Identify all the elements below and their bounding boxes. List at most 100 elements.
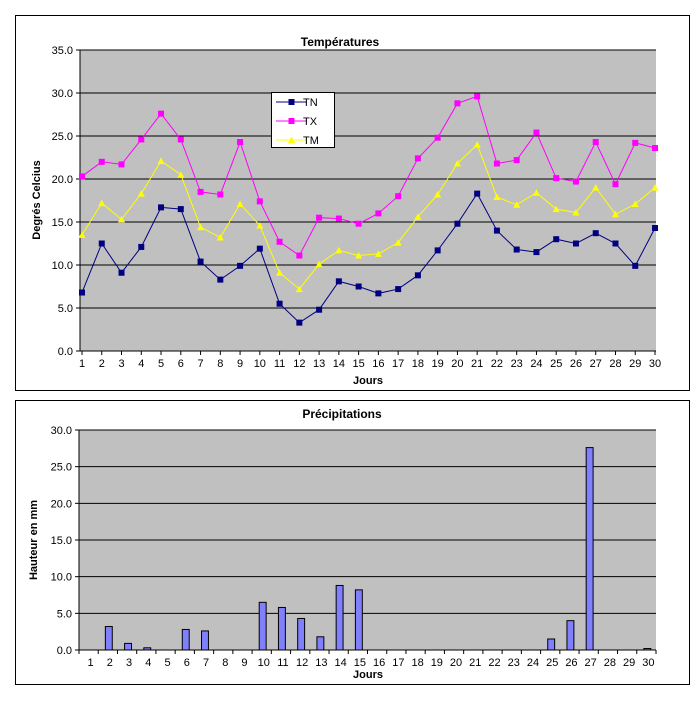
y-tick-label: 35.0 (52, 45, 73, 57)
x-tick-label: 18 (412, 358, 424, 370)
data-point (355, 220, 362, 227)
series-tx (79, 93, 658, 259)
data-point (454, 100, 461, 107)
bar-day-10 (258, 601, 267, 651)
data-point (256, 245, 263, 252)
data-point (374, 250, 382, 257)
x-tick-label: 5 (158, 358, 164, 370)
data-point (513, 246, 520, 253)
x-tick-label: 26 (565, 657, 577, 669)
data-point (355, 252, 363, 259)
data-point (315, 260, 323, 268)
data-point (276, 300, 283, 307)
x-tick-label: 13 (313, 358, 325, 370)
data-point (355, 283, 362, 290)
x-tick-label: 22 (491, 358, 503, 370)
data-point (553, 175, 560, 182)
bar-day-30 (643, 648, 652, 651)
data-point (316, 214, 323, 221)
bar-day-3 (124, 642, 133, 651)
data-point (533, 129, 540, 136)
x-tick-label: 3 (118, 358, 124, 370)
data-point (276, 269, 284, 276)
data-point (394, 239, 402, 246)
x-tick-label: 16 (372, 358, 384, 370)
data-point (157, 157, 165, 164)
data-point (592, 230, 599, 237)
bar-day-14 (335, 584, 344, 651)
x-tick-label: 24 (527, 657, 539, 669)
data-point (197, 258, 204, 265)
data-point (295, 285, 303, 293)
data-point (237, 262, 244, 269)
x-tick-label: 8 (217, 358, 223, 370)
y-tick-label: 0.0 (58, 346, 73, 358)
data-point (434, 190, 442, 198)
data-point (631, 200, 639, 207)
x-tick-label: 9 (241, 657, 247, 669)
data-point (98, 158, 105, 165)
bar-day-12 (297, 617, 306, 651)
chart-title: Précipitations (302, 407, 382, 421)
x-tick-label: 22 (488, 657, 500, 669)
x-tick-label: 28 (609, 358, 621, 370)
data-point (138, 243, 145, 250)
data-point (572, 209, 580, 216)
legend: TN TX TM (271, 92, 335, 148)
x-tick-label: 10 (258, 657, 270, 669)
data-point (611, 210, 619, 218)
data-point (197, 223, 205, 231)
data-point (572, 178, 579, 185)
data-point (138, 136, 145, 143)
y-tick-label: 5.0 (58, 303, 73, 315)
data-point (98, 199, 106, 207)
data-point (197, 188, 204, 195)
y-tick-label: 20.0 (51, 498, 72, 510)
x-tick-label: 26 (570, 358, 582, 370)
data-point (78, 231, 86, 238)
x-tick-label: 14 (333, 358, 345, 370)
x-tick-label: 29 (629, 358, 641, 370)
data-point (217, 191, 224, 198)
y-tick-label: 15.0 (51, 535, 72, 547)
bar-day-26 (566, 620, 575, 651)
bar-day-13 (316, 636, 325, 651)
data-point (395, 286, 402, 293)
x-tick-label: 23 (508, 657, 520, 669)
data-point (474, 190, 481, 197)
data-point (533, 249, 540, 256)
data-point (79, 289, 85, 296)
x-tick-label: 1 (79, 358, 85, 370)
x-tick-label: 30 (642, 657, 654, 669)
data-point (434, 134, 441, 141)
x-tick-label: 25 (550, 358, 562, 370)
data-point (335, 215, 342, 222)
data-point (532, 189, 540, 196)
data-point (335, 278, 342, 285)
x-tick-label: 7 (203, 657, 209, 669)
bar-day-7 (201, 630, 209, 651)
chart-title: Températures (301, 35, 380, 49)
data-point (493, 160, 500, 167)
chart-frame (15, 400, 690, 685)
data-point (632, 139, 639, 146)
x-tick-label: 28 (604, 657, 616, 669)
x-tick-label: 18 (411, 657, 423, 669)
x-tick-label: 3 (126, 657, 132, 669)
data-point (513, 201, 521, 208)
data-point (493, 193, 501, 201)
x-tick-label: 23 (511, 358, 523, 370)
x-axis-label: Jours (353, 375, 383, 387)
x-tick-label: 11 (277, 657, 288, 669)
x-tick-label: 5 (164, 657, 170, 669)
y-tick-label: 5.0 (57, 608, 72, 620)
x-tick-label: 21 (471, 358, 483, 370)
data-point (473, 141, 481, 148)
legend-marker (288, 118, 295, 124)
data-point (474, 93, 481, 100)
y-tick-label: 20.0 (52, 174, 73, 186)
x-tick-label: 6 (184, 657, 190, 669)
series-line (81, 95, 656, 257)
data-point (454, 220, 461, 227)
data-point (651, 184, 659, 191)
